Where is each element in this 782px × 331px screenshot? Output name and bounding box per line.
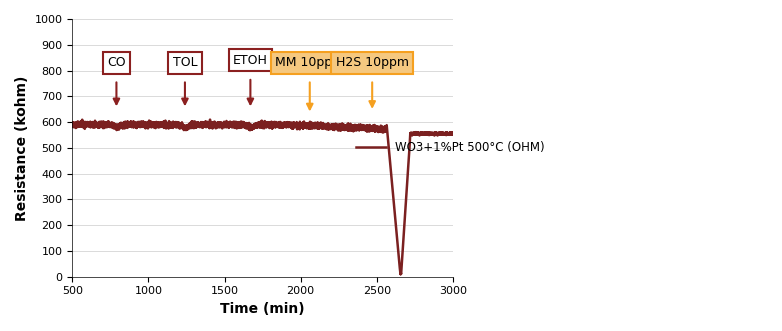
Y-axis label: Resistance (kohm): Resistance (kohm) <box>15 75 29 220</box>
WO3+1%Pt 500°C (OHM) <box>206 118 215 121</box>
Text: ETOH: ETOH <box>233 54 267 67</box>
X-axis label: Time (min): Time (min) <box>221 302 305 316</box>
Legend: WO3+1%Pt 500°C (OHM): WO3+1%Pt 500°C (OHM) <box>352 137 550 159</box>
WO3+1%Pt 500°C (OHM) <box>350 127 359 131</box>
Line: WO3+1%Pt 500°C (OHM): WO3+1%Pt 500°C (OHM) <box>72 119 453 274</box>
WO3+1%Pt 500°C (OHM) <box>292 123 302 127</box>
Text: CO: CO <box>107 56 126 69</box>
Text: MM 10ppm: MM 10ppm <box>275 56 344 69</box>
WO3+1%Pt 500°C (OHM) <box>370 129 379 133</box>
Text: H2S 10ppm: H2S 10ppm <box>335 56 409 69</box>
WO3+1%Pt 500°C (OHM) <box>310 125 319 129</box>
WO3+1%Pt 500°C (OHM) <box>87 123 96 127</box>
WO3+1%Pt 500°C (OHM) <box>396 272 405 276</box>
WO3+1%Pt 500°C (OHM) <box>67 122 77 126</box>
Text: TOL: TOL <box>173 56 197 69</box>
WO3+1%Pt 500°C (OHM) <box>206 120 215 124</box>
WO3+1%Pt 500°C (OHM) <box>448 131 457 135</box>
